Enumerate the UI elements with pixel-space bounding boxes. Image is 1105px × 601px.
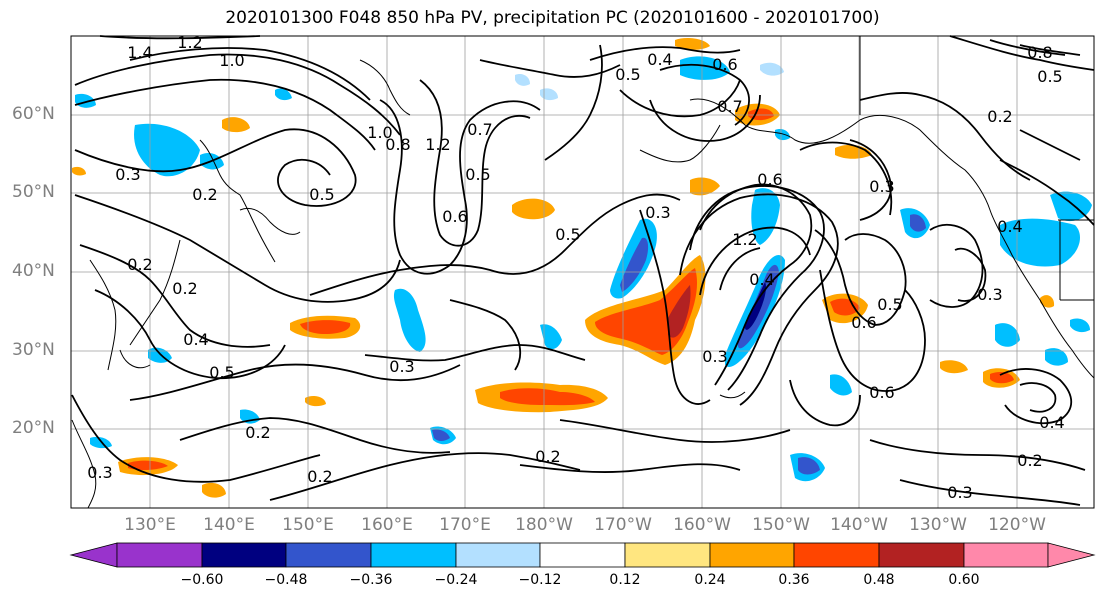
contour-label: 0.4	[183, 330, 208, 349]
colorbar-segment	[539, 542, 626, 568]
contour-label: 0.2	[535, 447, 560, 466]
lon-label: 160°W	[673, 515, 731, 535]
contour-label: 0.4	[647, 50, 672, 69]
contour-label: 0.5	[209, 363, 234, 382]
contour-label: 0.4	[997, 217, 1022, 236]
lat-label: 60°N	[12, 104, 55, 124]
chart-title: 2020101300 F048 850 hPa PV, precipitatio…	[225, 8, 880, 28]
lon-label: 130°W	[909, 515, 967, 535]
contour-label: 0.3	[115, 165, 140, 184]
colorbar-min-extension	[69, 542, 118, 568]
contour-label: 0.2	[172, 279, 197, 298]
colorbar-segment	[116, 542, 203, 568]
coastlines	[71, 36, 1095, 509]
contour-label: 0.4	[749, 270, 774, 289]
contour-label: 0.2	[987, 107, 1012, 126]
contour-label: 0.2	[1017, 451, 1042, 470]
contour-label: 1.2	[425, 135, 450, 154]
contour-label: 0.6	[869, 383, 894, 402]
colorbar-tick-label: 0.12	[609, 572, 641, 588]
contour-label: 0.2	[307, 467, 332, 486]
contour-label: 0.7	[467, 120, 492, 139]
lon-label: 170°E	[439, 515, 491, 535]
colorbar-tick-label: 0.48	[863, 572, 895, 588]
lat-label: 30°N	[12, 340, 55, 360]
lon-label: 170°W	[594, 515, 652, 535]
contour-label: 0.5	[615, 65, 640, 84]
contour-label: 0.2	[245, 423, 270, 442]
lon-label: 130°E	[124, 515, 176, 535]
colorbar-segment	[709, 542, 795, 568]
colorbar-tick-label: −0.24	[434, 572, 478, 588]
contour-label: 0.3	[389, 357, 414, 376]
contour-label: 0.3	[645, 203, 670, 222]
contour-label: 0.6	[851, 313, 876, 332]
pv-contours	[71, 35, 1095, 506]
contour-label: 0.5	[309, 185, 334, 204]
colorbar-tick-label: −0.60	[180, 572, 224, 588]
colorbar-segment	[370, 542, 457, 568]
map-frame	[70, 35, 1095, 509]
lon-label: 150°W	[752, 515, 810, 535]
contour-label: 0.6	[757, 170, 782, 189]
contour-label: 1.0	[219, 51, 244, 70]
contour-label: 0.7	[717, 97, 742, 116]
contour-label: 0.6	[712, 55, 737, 74]
lat-label: 50°N	[12, 182, 55, 202]
lon-label: 140°E	[203, 515, 255, 535]
colorbar-tick-label: 0.36	[778, 572, 810, 588]
colorbar-tick-label: −0.36	[349, 572, 393, 588]
contour-label: 1.0	[367, 123, 392, 142]
colorbar-segment	[624, 542, 711, 568]
lat-label: 20°N	[12, 418, 55, 438]
contour-label: 0.4	[1039, 413, 1064, 432]
colorbar-tick-label: 0.24	[694, 572, 726, 588]
lon-label: 140°W	[830, 515, 888, 535]
contour-label: 1.2	[732, 230, 757, 249]
colorbar-segment	[455, 542, 541, 568]
colorbar	[69, 542, 1096, 568]
contour-label: 0.3	[977, 285, 1002, 304]
contour-label: 0.8	[385, 135, 410, 154]
lon-label: 180°W	[515, 515, 573, 535]
colorbar-segment	[201, 542, 287, 568]
lon-label: 150°E	[282, 515, 334, 535]
contour-labels: 1.4 1.2 1.0 0.3 0.2 0.5 1.0 0.8 1.2 0.6 …	[87, 33, 1064, 502]
map-gridlines	[71, 36, 1094, 508]
colorbar-tick-label: 0.60	[948, 572, 980, 588]
contour-label: 0.3	[87, 463, 112, 482]
lon-label: 120°W	[988, 515, 1046, 535]
colorbar-segment	[963, 542, 1049, 568]
contour-label: 1.2	[177, 33, 202, 52]
lat-label: 40°N	[12, 261, 55, 281]
contour-label: 0.2	[127, 255, 152, 274]
contour-label: 0.3	[947, 483, 972, 502]
colorbar-segment	[793, 542, 880, 568]
contour-label: 0.3	[702, 347, 727, 366]
precip-positive-shading	[72, 38, 1055, 498]
contour-label: 0.5	[877, 295, 902, 314]
contour-label: 0.8	[1027, 43, 1052, 62]
lon-label: 160°E	[361, 515, 413, 535]
contour-label: 0.5	[465, 165, 490, 184]
colorbar-tick-label: −0.48	[264, 572, 308, 588]
colorbar-segment	[878, 542, 965, 568]
contour-label: 0.6	[442, 207, 467, 226]
contour-label: 0.2	[192, 185, 217, 204]
contour-label: 0.3	[869, 177, 894, 196]
contour-label: 0.5	[1037, 67, 1062, 86]
contour-label: 0.5	[555, 225, 580, 244]
colorbar-tick-label: −0.12	[518, 572, 562, 588]
colorbar-segment	[285, 542, 372, 568]
colorbar-max-extension	[1047, 542, 1096, 568]
contour-label: 1.4	[127, 43, 152, 62]
